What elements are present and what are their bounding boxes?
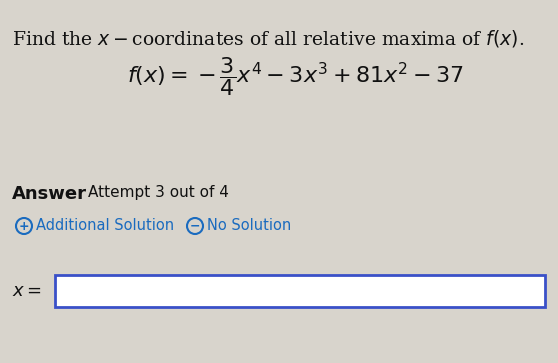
Text: +: + (18, 220, 30, 232)
Text: Find the $x-$coordinates of all relative maxima of $f(x)$.: Find the $x-$coordinates of all relative… (12, 28, 524, 49)
Text: Additional Solution: Additional Solution (36, 219, 174, 233)
Text: −: − (190, 220, 200, 232)
Text: |: | (61, 282, 67, 300)
Text: $x =$: $x =$ (12, 282, 42, 300)
FancyBboxPatch shape (55, 275, 545, 307)
Text: $f(x) = -\dfrac{3}{4}x^4 - 3x^3 + 81x^2 - 37$: $f(x) = -\dfrac{3}{4}x^4 - 3x^3 + 81x^2 … (127, 55, 463, 98)
Text: No Solution: No Solution (207, 219, 291, 233)
Text: Answer: Answer (12, 185, 87, 203)
Text: Attempt 3 out of 4: Attempt 3 out of 4 (88, 185, 229, 200)
